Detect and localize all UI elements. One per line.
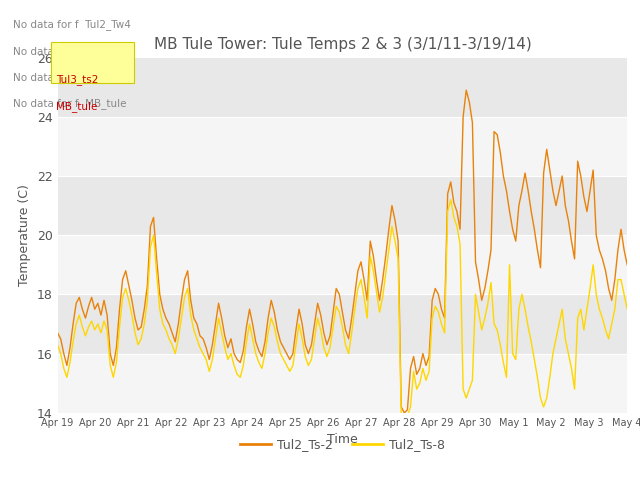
Text: No data for f  MB_tule: No data for f MB_tule [13, 98, 126, 109]
Bar [58, 117, 627, 176]
Text: No data for f  Tul3_Tw4: No data for f Tul3_Tw4 [13, 46, 131, 57]
Bar [58, 235, 627, 294]
Bar [58, 294, 627, 354]
Y-axis label: Temperature (C): Temperature (C) [19, 184, 31, 286]
X-axis label: Time: Time [327, 433, 358, 446]
Text: No data for f  Tul3_ts2: No data for f Tul3_ts2 [13, 72, 127, 83]
Bar [58, 176, 627, 235]
Legend: Tul2_Ts-2, Tul2_Ts-8: Tul2_Ts-2, Tul2_Ts-8 [235, 433, 450, 456]
Title: MB Tule Tower: Tule Temps 2 & 3 (3/1/11-3/19/14): MB Tule Tower: Tule Temps 2 & 3 (3/1/11-… [154, 37, 531, 52]
Bar [58, 58, 627, 117]
Text: MB_tule: MB_tule [56, 101, 97, 112]
Text: Tul3_ts2: Tul3_ts2 [56, 74, 98, 85]
Bar [58, 354, 627, 413]
Text: No data for f  Tul2_Tw4: No data for f Tul2_Tw4 [13, 19, 131, 30]
